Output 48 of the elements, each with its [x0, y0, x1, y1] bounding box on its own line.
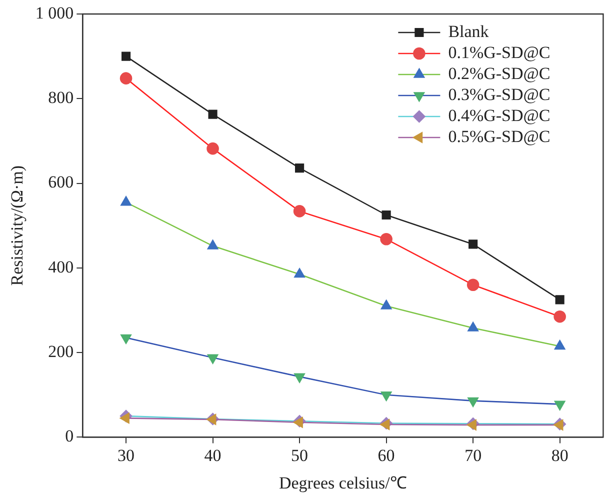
point [207, 240, 218, 250]
point [293, 205, 306, 218]
point [295, 164, 304, 173]
point [206, 142, 219, 155]
x-tick-label: 70 [464, 446, 482, 465]
point [294, 373, 305, 383]
point [554, 340, 566, 350]
point [468, 240, 478, 249]
point [380, 419, 390, 430]
x-tick-label: 30 [118, 446, 135, 465]
y-axis-title: Resistivity/(Ω·m) [8, 165, 27, 286]
y-tick-label: 0 [65, 426, 74, 446]
legend-label: 0.1%G-SD@C [448, 42, 550, 62]
point [554, 310, 566, 323]
point [120, 334, 132, 344]
point [121, 52, 131, 61]
x-tick-label: 60 [378, 446, 395, 465]
point [466, 420, 476, 430]
point [120, 72, 132, 84]
legend-label: 0.3%G-SD@C [448, 84, 550, 104]
point [554, 420, 564, 430]
point [120, 412, 130, 424]
y-tick-label: 600 [48, 172, 74, 192]
x-tick-label: 50 [291, 446, 308, 465]
legend-label: 0.4%G-SD@C [448, 106, 550, 125]
point [380, 391, 392, 402]
point [206, 414, 216, 425]
y-tick-label: 800 [48, 88, 74, 108]
legend-label: 0.5%G-SD@C [448, 126, 550, 146]
point [466, 278, 480, 291]
point [207, 354, 218, 364]
x-tick-label: 80 [551, 446, 568, 465]
point [120, 196, 132, 206]
point [293, 416, 303, 428]
legend-label: 0.2%G-SD@C [448, 64, 550, 83]
point [468, 397, 478, 407]
y-tick-label: 400 [48, 257, 74, 276]
legend-label: Blank [448, 22, 490, 41]
point [554, 400, 566, 410]
point [555, 295, 564, 304]
x-tick-label: 40 [204, 446, 222, 465]
x-axis-title: Degrees celsius/℃ [278, 473, 407, 492]
point [382, 210, 391, 220]
point [208, 110, 218, 119]
point [294, 268, 305, 278]
point [380, 232, 392, 246]
y-tick-label: 200 [48, 342, 74, 362]
y-tick-label: 1 000 [35, 3, 74, 22]
